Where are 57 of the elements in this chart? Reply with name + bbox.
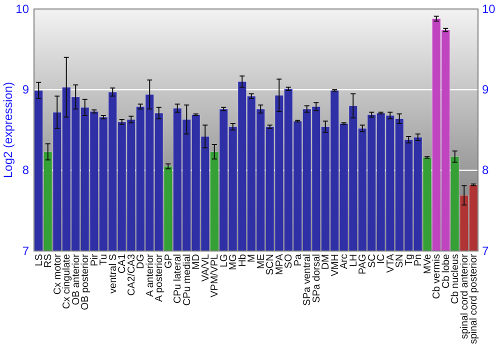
x-tick-label: LS: [34, 254, 45, 266]
x-tick-label: A posterior: [154, 253, 166, 302]
x-tick-label: Cx cingulate: [62, 254, 73, 310]
x-tick-label: CPu medial: [182, 254, 193, 306]
x-tick-label: DG: [136, 254, 147, 269]
x-tick-label: MG: [228, 254, 240, 270]
x-tick-label: Cb vermis: [432, 254, 443, 300]
y-tick-label: 8: [22, 163, 30, 178]
x-tick-label: SN: [394, 254, 406, 268]
x-tick-label: spinal cord posterior: [468, 253, 480, 344]
x-tick-label: OB anterior: [70, 253, 82, 306]
x-tick-label: Pn: [413, 254, 424, 266]
x-tick-label: LH: [348, 254, 360, 267]
x-tick-label: SC: [366, 254, 378, 268]
x-tick-label: Cb lobe: [440, 254, 452, 288]
y-tick-label: 9: [22, 82, 30, 97]
y-tick-label: 10: [16, 2, 30, 16]
y2-tick-label: 9: [482, 82, 489, 97]
x-tick-label: Arc: [339, 254, 350, 269]
y2-tick-label: 10: [482, 2, 496, 16]
x-tick-label: Hb: [237, 254, 248, 267]
x-tick-label: SCN: [265, 254, 276, 276]
x-tick-label: Pir: [89, 253, 100, 266]
x-tick-label: VMH: [330, 254, 341, 276]
y-axis-title: Log2 (expression): [1, 82, 15, 178]
y-tick-label: 7: [22, 244, 30, 258]
x-tick-label: Tg: [404, 254, 415, 266]
x-tick-label: Cb nucleus: [450, 254, 462, 304]
x-tick-label: OB posterior: [80, 253, 92, 310]
x-tick-label: MVe: [422, 254, 434, 274]
x-tick-label: SPa ventral: [302, 254, 314, 306]
x-tick-label: VA/VL: [200, 254, 212, 282]
x-tick-label: MPA: [274, 254, 286, 275]
x-tick-label: SPa dorsal: [311, 254, 322, 303]
x-tick-label: LG: [218, 254, 230, 268]
x-tick-label: Cx motor: [52, 253, 64, 295]
y2-tick-label: 7: [482, 244, 489, 258]
x-tick-label: CA1: [117, 254, 128, 274]
x-tick-label: M: [246, 254, 258, 262]
x-tick-label: spinal cord anterior: [459, 253, 470, 340]
x-tick-label: CA2/CA3: [126, 254, 138, 296]
x-tick-label: Tu: [98, 254, 110, 266]
x-tick-label: ventral S: [108, 254, 119, 294]
x-tick-label: DM: [320, 254, 332, 270]
x-tick-label: Pa: [292, 254, 304, 266]
x-tick-label: MD: [191, 254, 202, 270]
x-tick-label: A anterior: [144, 253, 156, 297]
x-tick-label: PAG: [358, 254, 369, 274]
x-tick-label: CPu lateral: [172, 254, 184, 304]
x-tick-label: RS: [43, 254, 54, 268]
x-tick-label: VTA: [385, 254, 396, 273]
x-tick-label: GP: [163, 254, 174, 268]
x-tick-label: ME: [256, 254, 267, 269]
x-tick-label: VPM/VPL: [210, 254, 221, 298]
y2-tick-label: 8: [482, 163, 489, 178]
x-tick-label: IC: [376, 254, 388, 264]
x-tick-label: SO: [284, 254, 295, 268]
